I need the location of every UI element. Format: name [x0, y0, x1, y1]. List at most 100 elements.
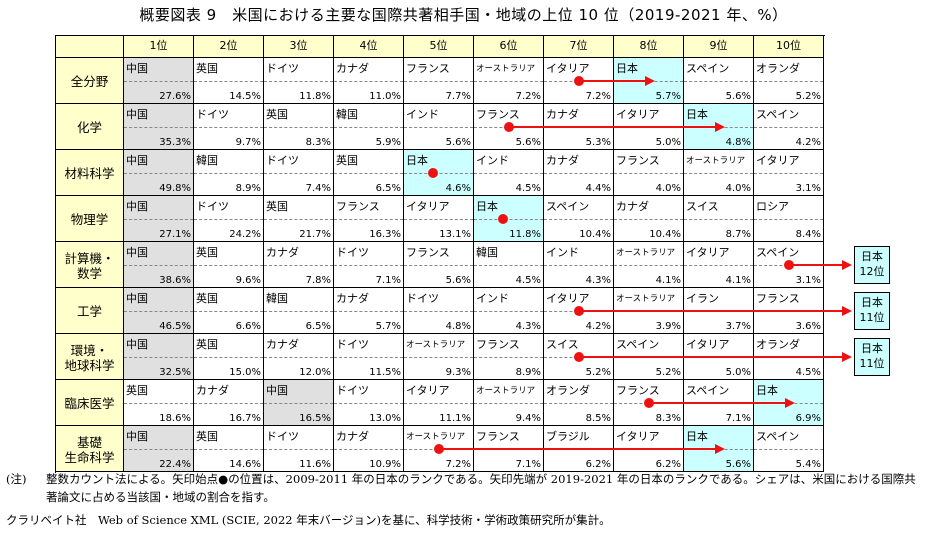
rank-cell: 中国 49.8%: [124, 150, 194, 196]
country-name: オランダ: [756, 338, 800, 351]
cell-divider: [404, 311, 473, 312]
country-name: イタリア: [756, 154, 800, 167]
cell-divider: [684, 449, 753, 450]
rank-start-dot: [504, 122, 514, 132]
country-name: スペイン: [686, 384, 730, 397]
cell-divider: [124, 219, 193, 220]
footnote-text: 整数カウント法による。矢印始点●の位置は、2009-2011 年の日本のランクで…: [46, 472, 916, 504]
country-name: イタリア: [406, 384, 450, 397]
rank-cell: オーストラリア 3.9%: [614, 288, 684, 334]
share-value: 11.8%: [299, 91, 331, 102]
country-name: スイス: [686, 200, 719, 213]
share-value: 7.1%: [515, 459, 541, 470]
country-name: スペイン: [756, 246, 800, 259]
share-value: 7.4%: [305, 183, 331, 194]
cell-divider: [684, 81, 753, 82]
rank-cell: フランス 7.1%: [474, 426, 544, 472]
share-value: 6.9%: [795, 413, 821, 424]
cell-divider: [124, 173, 193, 174]
country-name: 中国: [126, 292, 148, 305]
ranking-table: 1位 2位 3位 4位 5位 6位 7位 8位 9位 10位 全分野 中国 27.6% 英国 14.5% ドイ…: [55, 35, 890, 473]
country-name: 日本: [616, 62, 638, 75]
cell-divider: [474, 265, 543, 266]
rank-cell: フランス 3.6%: [754, 288, 824, 334]
cell-divider: [614, 311, 683, 312]
country-name: 韓国: [336, 108, 358, 121]
rank-cell: 中国 22.4%: [124, 426, 194, 472]
rank-cell: 日本 5.6%: [684, 426, 754, 472]
rank-arrow-head: [842, 352, 852, 362]
cell-divider: [614, 449, 683, 450]
cell-divider: [404, 265, 473, 266]
cell-divider: [124, 265, 193, 266]
rank-cell: フランス 5.6%: [404, 242, 474, 288]
cell-divider: [334, 127, 403, 128]
rank-cell: スペイン 5.6%: [684, 58, 754, 104]
rank-arrow-head: [842, 306, 852, 316]
rank-cell: 英国 9.6%: [194, 242, 264, 288]
country-name: 英国: [196, 292, 218, 305]
country-name: 中国: [126, 430, 148, 443]
share-value: 7.1%: [725, 413, 751, 424]
cell-divider: [684, 127, 753, 128]
country-name: オランダ: [546, 384, 590, 397]
cell-divider: [474, 357, 543, 358]
cell-divider: [684, 265, 753, 266]
country-name: フランス: [476, 108, 520, 121]
rank-cell: イタリア 6.2%: [614, 426, 684, 472]
rank-cell: イタリア 11.1%: [404, 380, 474, 426]
rank-cell: ブラジル 6.2%: [544, 426, 614, 472]
rank-start-dot: [784, 260, 794, 270]
cell-divider: [264, 357, 333, 358]
country-name: 韓国: [196, 154, 218, 167]
country-name: フランス: [756, 292, 800, 305]
rank-cell: イタリア 7.2%: [544, 58, 614, 104]
country-name: インド: [476, 292, 509, 305]
rank-cell: カナダ 5.3%: [544, 104, 614, 150]
country-name: イタリア: [546, 292, 590, 305]
japan-rank-box: 日本 11位: [854, 292, 890, 330]
rank-cell: 日本 5.7%: [614, 58, 684, 104]
country-name: 中国: [126, 108, 148, 121]
rank-cell: フランス 7.7%: [404, 58, 474, 104]
share-value: 5.2%: [795, 91, 821, 102]
cell-divider: [474, 311, 543, 312]
table-frame: [55, 35, 825, 473]
cell-divider: [544, 265, 613, 266]
cell-divider: [264, 81, 333, 82]
rank-cell: オーストラリア 4.0%: [684, 150, 754, 196]
country-name: 日本: [686, 430, 708, 443]
country-name: オーストラリア: [476, 64, 536, 74]
rank-cell: 中国 27.6%: [124, 58, 194, 104]
rank-cell: イタリア 4.2%: [544, 288, 614, 334]
country-name: 日本: [406, 154, 428, 167]
rank-cell: イタリア 5.0%: [684, 334, 754, 380]
share-value: 6.5%: [375, 183, 401, 194]
country-name: オーストラリア: [616, 294, 676, 304]
cell-divider: [264, 403, 333, 404]
cell-divider: [334, 403, 403, 404]
share-value: 27.1%: [159, 229, 191, 240]
source-note: クラリベイト社 Web of Science XML (SCIE, 2022 年…: [6, 513, 611, 527]
share-value: 7.2%: [585, 91, 611, 102]
share-value: 9.6%: [235, 275, 261, 286]
country-name: ドイツ: [196, 200, 229, 213]
rank-cell: ドイツ 13.0%: [334, 380, 404, 426]
country-name: スペイン: [756, 430, 800, 443]
rank-cell: スペイン 5.4%: [754, 426, 824, 472]
rank-cell: ロシア 8.4%: [754, 196, 824, 242]
rank-cell: スペイン 10.4%: [544, 196, 614, 242]
country-name: 英国: [126, 384, 148, 397]
column-header: 6位: [474, 36, 544, 58]
share-value: 15.0%: [229, 367, 261, 378]
field-label: 基礎 生命科学: [56, 426, 124, 472]
rank-cell: イラン 3.7%: [684, 288, 754, 334]
country-name: インド: [406, 108, 439, 121]
rank-arrow-head: [645, 76, 655, 86]
country-name: ドイツ: [406, 292, 439, 305]
share-value: 7.7%: [445, 91, 471, 102]
rank-cell: 日本 4.8%: [684, 104, 754, 150]
rank-cell: 韓国 5.9%: [334, 104, 404, 150]
cell-divider: [264, 219, 333, 220]
rank-cell: インド 4.5%: [474, 150, 544, 196]
